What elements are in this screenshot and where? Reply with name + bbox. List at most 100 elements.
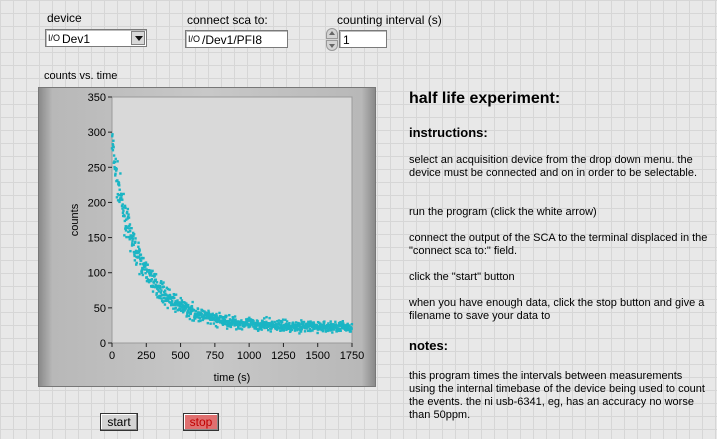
data-point xyxy=(130,236,134,239)
interval-stepper[interactable] xyxy=(326,28,338,52)
data-point xyxy=(342,322,345,325)
y-tick-label: 100 xyxy=(88,268,106,280)
interval-label: counting interval (s) xyxy=(337,13,442,27)
data-point xyxy=(158,284,162,288)
data-point xyxy=(228,313,231,317)
data-point xyxy=(324,330,327,333)
data-point xyxy=(110,147,114,150)
increment-icon[interactable] xyxy=(326,28,338,39)
interval-input[interactable]: 1 xyxy=(339,30,387,48)
data-point xyxy=(267,328,270,332)
data-point xyxy=(135,261,138,265)
sca-terminal-field[interactable]: I/O /Dev1/PFI8 xyxy=(185,30,288,48)
data-point xyxy=(207,311,211,314)
data-point xyxy=(290,328,294,332)
data-point xyxy=(279,329,282,332)
data-point xyxy=(115,196,119,199)
data-point xyxy=(349,330,352,333)
data-point xyxy=(224,316,228,319)
data-point xyxy=(260,321,264,325)
data-point xyxy=(149,272,153,276)
data-point xyxy=(281,318,285,321)
y-tick-label: 150 xyxy=(88,233,106,245)
data-point xyxy=(160,297,163,300)
data-point xyxy=(299,330,303,333)
graph-frame: 0 250 500 750 1000 1250 1500 1750 0 50 100 150 200 2… xyxy=(38,87,376,387)
data-point xyxy=(168,293,172,297)
data-point xyxy=(200,313,203,316)
data-point xyxy=(165,286,168,289)
data-point xyxy=(285,320,289,323)
data-point xyxy=(334,320,337,324)
data-point xyxy=(127,213,130,216)
data-point xyxy=(252,320,255,323)
data-point xyxy=(345,325,349,328)
data-point xyxy=(229,318,232,322)
decrement-icon[interactable] xyxy=(326,40,338,51)
data-point xyxy=(194,309,198,313)
y-tick-label: 300 xyxy=(88,127,106,139)
data-point xyxy=(123,234,126,237)
data-point xyxy=(134,240,137,243)
data-point xyxy=(220,315,223,318)
data-point xyxy=(348,324,351,327)
data-point xyxy=(136,250,139,253)
notes-text: this program times the intervals between… xyxy=(409,370,705,421)
data-point xyxy=(111,133,114,136)
data-point xyxy=(124,227,127,230)
y-axis: 0 50 100 150 200 250 300 350 xyxy=(88,92,112,350)
data-point xyxy=(232,317,235,320)
data-point xyxy=(114,174,117,177)
data-point xyxy=(188,308,191,311)
chevron-down-icon[interactable] xyxy=(131,31,145,45)
data-point xyxy=(166,287,170,291)
data-point xyxy=(280,321,284,324)
data-point xyxy=(147,279,150,282)
data-point xyxy=(132,234,135,238)
data-point xyxy=(137,245,140,248)
data-point xyxy=(218,318,221,321)
data-point xyxy=(117,193,120,197)
data-point xyxy=(169,296,173,299)
data-point xyxy=(126,207,130,211)
data-point xyxy=(188,317,192,321)
data-point xyxy=(127,235,130,239)
data-point xyxy=(236,325,240,328)
data-point xyxy=(154,273,158,276)
data-point xyxy=(179,296,182,300)
data-point xyxy=(206,321,210,325)
data-point xyxy=(331,331,334,334)
plot-area xyxy=(111,96,353,344)
data-point xyxy=(282,329,286,332)
data-point xyxy=(218,311,221,315)
stop-button[interactable]: stop xyxy=(183,413,219,431)
data-point xyxy=(313,327,316,330)
data-point xyxy=(263,317,266,320)
data-point xyxy=(260,325,263,329)
device-select[interactable]: I/O Dev1 xyxy=(45,29,147,47)
start-button[interactable]: start xyxy=(100,413,138,431)
data-point xyxy=(182,304,186,307)
data-point xyxy=(173,296,176,300)
data-point xyxy=(340,326,344,330)
data-point xyxy=(342,323,345,326)
data-point xyxy=(309,320,312,323)
data-point xyxy=(118,184,121,187)
data-point xyxy=(137,251,141,254)
data-point xyxy=(298,324,301,327)
data-point xyxy=(114,172,117,175)
data-point xyxy=(143,263,147,267)
instruction-1: select an acquisition device from the dr… xyxy=(409,154,698,179)
data-point xyxy=(208,313,212,317)
data-point xyxy=(137,241,140,244)
data-point xyxy=(118,200,121,204)
data-point xyxy=(289,329,292,333)
data-point xyxy=(192,319,196,322)
data-point xyxy=(274,322,278,326)
data-point xyxy=(183,309,186,312)
data-point xyxy=(194,317,197,320)
data-point xyxy=(330,328,333,332)
data-point xyxy=(263,326,266,330)
data-point xyxy=(265,315,268,319)
data-point xyxy=(240,319,243,322)
